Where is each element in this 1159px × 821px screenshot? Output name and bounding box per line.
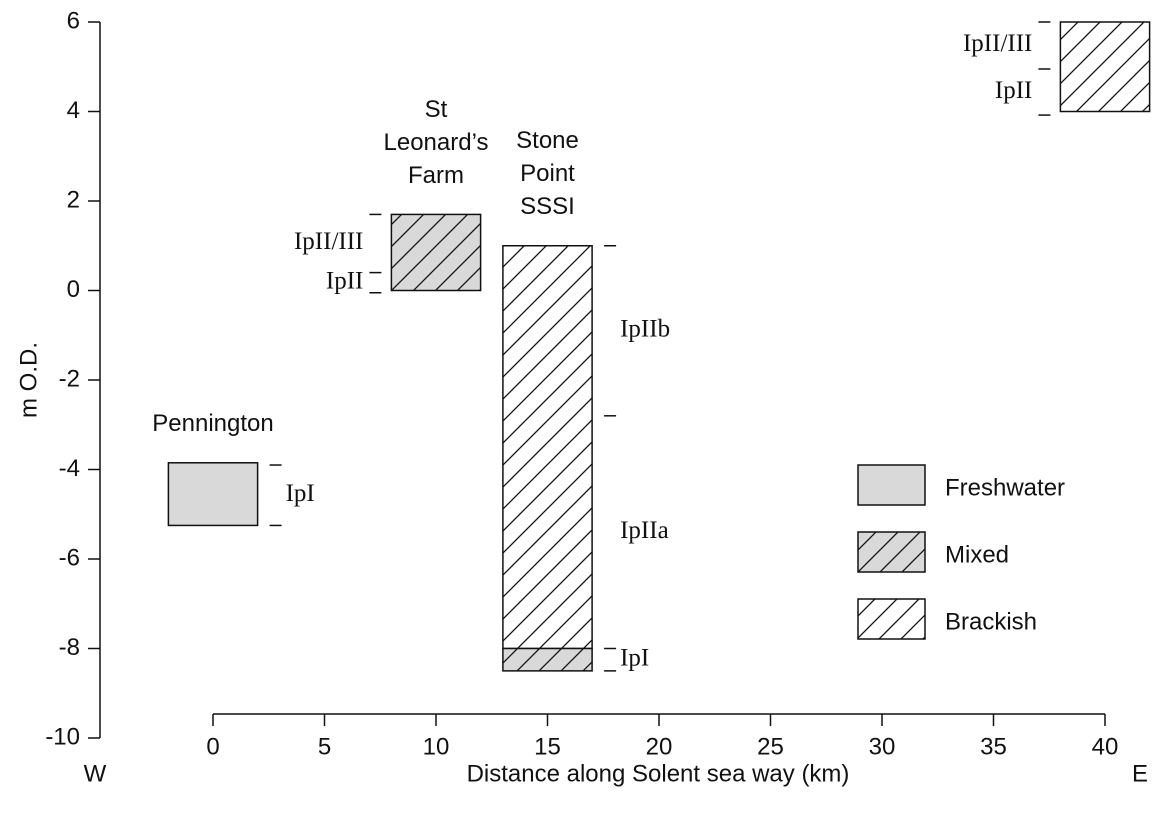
site-label: Farm [408, 162, 464, 189]
range-bar [167, 462, 259, 527]
zone-label: IpII [326, 267, 363, 294]
site-label: Pennington [152, 410, 273, 437]
y-tick-label: 2 [67, 186, 80, 213]
x-tick-label: 35 [980, 733, 1007, 760]
x-tick-label: 25 [757, 733, 784, 760]
y-tick-label: -8 [59, 634, 80, 661]
y-tick-label: -4 [59, 455, 80, 482]
site-label: Stone [516, 127, 579, 154]
zone-label: IpII/III [294, 228, 363, 255]
site-label: Point [520, 160, 575, 187]
x-tick-label: 40 [1092, 733, 1119, 760]
site-label: SSSI [520, 193, 575, 220]
range-bar [502, 245, 593, 650]
y-axis-label: m O.D. [15, 342, 42, 418]
legend-swatch [857, 464, 926, 506]
zone-label: IpIIb [620, 316, 670, 343]
annotation: W [84, 760, 107, 787]
annotation: E [1132, 760, 1148, 787]
zone-label: IpI [620, 644, 649, 671]
x-tick-label: 20 [646, 733, 673, 760]
zone-label: IpII/III [963, 30, 1032, 57]
y-tick-label: 4 [67, 97, 80, 124]
legend-swatch [857, 598, 926, 640]
x-tick-label: 15 [534, 733, 561, 760]
x-tick-label: 0 [206, 733, 219, 760]
legend-label: Mixed [945, 541, 1009, 568]
y-tick-label: -10 [45, 723, 80, 750]
x-tick-label: 10 [423, 733, 450, 760]
range-bar [390, 213, 482, 292]
y-tick-label: 0 [67, 276, 80, 303]
site-label: St [425, 96, 448, 123]
legend-label: Freshwater [945, 474, 1065, 501]
zone-label: IpI [286, 480, 315, 507]
y-tick-label: -6 [59, 544, 80, 571]
zone-label: IpIIa [620, 517, 669, 544]
zone-label: IpII [995, 77, 1032, 104]
range-bar [1059, 21, 1151, 113]
y-tick-label: 6 [67, 7, 80, 34]
range-bar [502, 647, 593, 672]
legend-swatch [857, 531, 926, 573]
legend-label: Brackish [945, 608, 1037, 635]
x-tick-label: 5 [318, 733, 331, 760]
x-axis-label: Distance along Solent sea way (km) [467, 760, 850, 787]
site-label: Leonard’s [384, 129, 489, 156]
y-tick-label: -2 [59, 365, 80, 392]
x-tick-label: 30 [869, 733, 896, 760]
